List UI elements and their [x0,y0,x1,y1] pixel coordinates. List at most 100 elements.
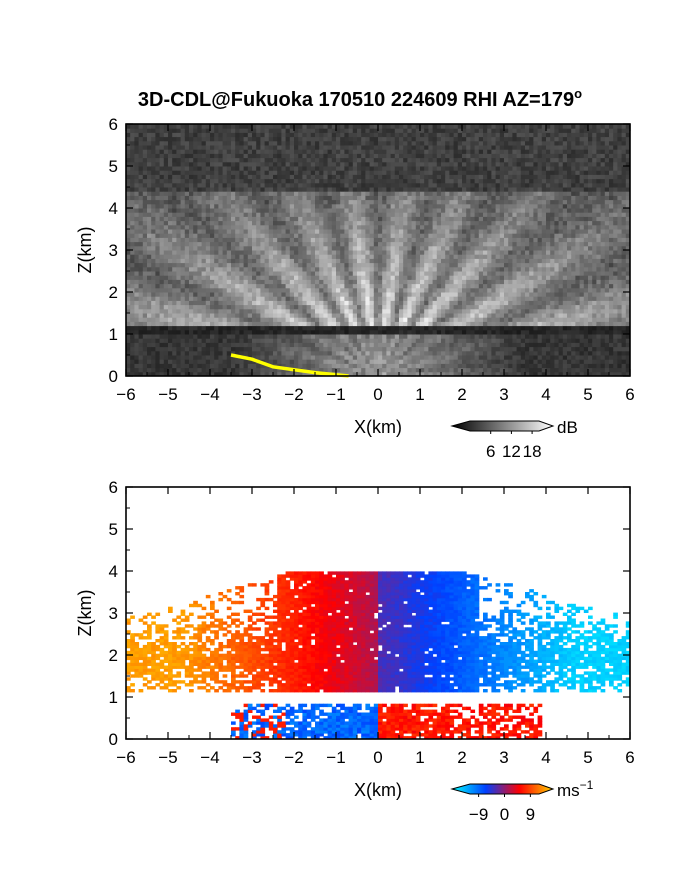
backscatter-cell [436,304,442,310]
backscatter-cell [298,296,303,301]
backscatter-cell [470,149,476,154]
backscatter-cell [252,346,257,352]
backscatter-cell [399,308,404,314]
backscatter-cell [226,371,232,377]
backscatter-cell [315,149,320,154]
backscatter-cell [193,220,198,226]
backscatter-cell [281,329,287,335]
backscatter-cell [176,296,182,301]
backscatter-cell [193,208,198,213]
backscatter-cell [134,145,140,150]
backscatter-cell [172,300,177,306]
backscatter-cell [474,350,480,356]
backscatter-cell [390,308,396,314]
backscatter-cell [407,300,413,306]
backscatter-cell [277,199,282,205]
backscatter-cell [394,124,400,129]
backscatter-cell [126,296,131,301]
backscatter-cell [470,338,476,343]
backscatter-cell [231,153,236,159]
backscatter-cell [382,304,387,310]
backscatter-cell [470,220,476,226]
backscatter-cell [394,229,400,234]
backscatter-cell [302,325,308,331]
backscatter-cell [424,128,429,133]
backscatter-cell [163,355,169,360]
backscatter-cell [222,153,228,159]
backscatter-cell [147,250,152,255]
backscatter-cell [268,199,274,205]
backscatter-cell [315,317,320,322]
backscatter-cell [260,237,266,243]
backscatter-cell [453,203,459,209]
backscatter-cell [264,170,270,175]
backscatter-cell [226,245,232,251]
backscatter-cell [369,279,375,285]
backscatter-cell [331,313,337,318]
backscatter-cell [138,136,144,142]
backscatter-cell [457,145,463,150]
backscatter-cell [159,208,165,213]
backscatter-cell [260,203,266,209]
backscatter-cell [394,136,400,142]
backscatter-cell [155,329,161,335]
backscatter-cell [126,136,131,142]
backscatter-cell [205,203,211,209]
backscatter-cell [247,371,253,377]
backscatter-cell [411,216,417,222]
backscatter-cell [142,308,148,314]
backscatter-cell [310,153,316,159]
backscatter-cell [231,182,236,188]
backscatter-cell [403,149,408,154]
backscatter-cell [344,271,350,276]
backscatter-cell [411,153,417,159]
backscatter-cell [138,342,144,348]
backscatter-cell [310,275,316,280]
backscatter-cell [428,308,434,314]
backscatter-cell [327,262,333,268]
backscatter-cell [285,157,291,163]
backscatter-cell [327,224,333,230]
backscatter-cell [390,363,396,369]
backscatter-cell [231,371,236,377]
backscatter-cell [201,132,207,138]
backscatter-cell [205,292,211,297]
backscatter-cell [264,124,270,129]
backscatter-cell [415,145,421,150]
backscatter-cell [462,275,467,280]
backscatter-cell [142,245,148,251]
backscatter-cell [436,157,442,163]
backscatter-cell [277,279,282,285]
backscatter-cell [357,166,362,171]
backscatter-cell [432,313,438,318]
backscatter-cell [180,275,186,280]
backscatter-cell [214,300,219,306]
backscatter-cell [445,258,450,264]
backscatter-cell [193,283,198,289]
backscatter-cell [457,224,463,230]
backscatter-cell [352,350,358,356]
backscatter-cell [189,220,194,226]
backscatter-cell [449,178,455,184]
backscatter-cell [273,359,278,364]
backscatter-cell [407,275,413,280]
backscatter-cell [382,300,387,306]
backscatter-cell [285,350,291,356]
backscatter-cell [285,237,291,243]
backscatter-cell [268,283,274,289]
backscatter-cell [340,258,345,264]
backscatter-cell [457,233,463,238]
backscatter-cell [357,296,362,301]
backscatter-cell [361,170,366,175]
backscatter-cell [453,191,459,196]
backscatter-cell [432,355,438,360]
backscatter-cell [365,178,371,184]
backscatter-cell [466,346,471,352]
backscatter-cell [260,178,266,184]
backscatter-cell [441,300,446,306]
backscatter-cell [155,245,161,251]
backscatter-cell [436,178,442,184]
backscatter-cell [159,229,165,234]
backscatter-cell [277,300,282,306]
backscatter-cell [306,355,312,360]
